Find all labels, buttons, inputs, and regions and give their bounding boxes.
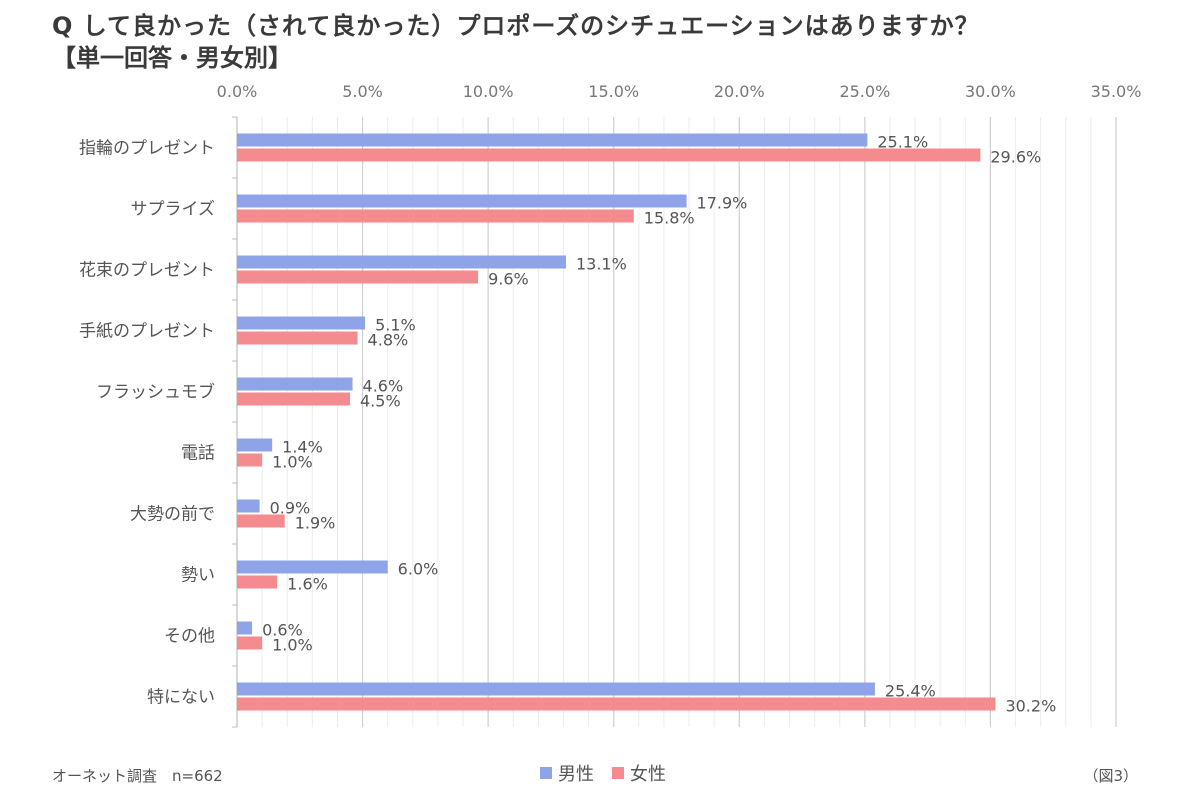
category-label: 手紙のプレゼント xyxy=(79,322,215,342)
legend-item-female: 女性 xyxy=(612,760,666,786)
x-tick-label: 30.0% xyxy=(965,82,1016,101)
data-label-female: 4.8% xyxy=(368,331,409,350)
category-label: サプライズ xyxy=(131,200,216,220)
x-tick-label: 35.0% xyxy=(1091,82,1142,101)
figure-label: （図3） xyxy=(1083,767,1138,785)
data-label-male: 17.9% xyxy=(697,194,748,213)
data-label-female: 15.8% xyxy=(644,209,695,228)
bar-male xyxy=(237,194,687,208)
data-label-female: 1.6% xyxy=(287,575,328,594)
data-label-male: 13.1% xyxy=(576,255,627,274)
legend-label-female: 女性 xyxy=(630,764,666,785)
data-label-male: 25.1% xyxy=(877,133,928,152)
bar-female xyxy=(237,514,285,528)
bar-female xyxy=(237,148,981,162)
bar-female xyxy=(237,270,479,284)
x-tick-label: 5.0% xyxy=(342,82,383,101)
bar-female xyxy=(237,392,351,406)
legend-item-male: 男性 xyxy=(540,760,594,786)
bar-male xyxy=(237,560,388,574)
x-tick-label: 20.0% xyxy=(714,82,765,101)
bar-male xyxy=(237,621,253,635)
category-label: 電話 xyxy=(181,444,215,464)
data-label-female: 9.6% xyxy=(488,270,529,289)
legend-swatch-male xyxy=(540,767,552,779)
data-label-male: 6.0% xyxy=(398,560,439,579)
bar-female xyxy=(237,697,996,711)
legend-label-male: 男性 xyxy=(558,764,594,785)
bar-male xyxy=(237,438,273,452)
bar-female xyxy=(237,331,358,345)
bar-male xyxy=(237,316,366,330)
x-tick-label: 15.0% xyxy=(588,82,639,101)
bar-female xyxy=(237,575,278,589)
legend: 男性 女性 xyxy=(540,760,666,786)
data-label-male: 25.4% xyxy=(885,682,936,701)
category-label: フラッシュモブ xyxy=(96,382,215,403)
source-note: オーネット調査 n=662 xyxy=(52,767,223,785)
bar-male xyxy=(237,255,566,269)
data-label-male: 4.6% xyxy=(363,377,404,396)
x-tick-label: 10.0% xyxy=(463,82,514,101)
data-label-female: 29.6% xyxy=(990,148,1041,167)
data-label-male: 1.4% xyxy=(282,438,323,457)
bar-female xyxy=(237,453,263,467)
bar-male xyxy=(237,499,260,513)
legend-swatch-female xyxy=(612,767,624,779)
data-label-male: 5.1% xyxy=(375,316,416,335)
category-label: その他 xyxy=(164,627,215,647)
category-label: 大勢の前で xyxy=(130,505,215,525)
category-label: 花束のプレゼント xyxy=(79,261,215,281)
bar-male xyxy=(237,682,875,696)
data-label-female: 4.5% xyxy=(360,392,401,411)
bar-female xyxy=(237,636,263,650)
data-label-female: 1.0% xyxy=(272,636,313,655)
data-label-male: 0.6% xyxy=(262,621,303,640)
chart-title: Q して良かった（されて良かった）プロポーズのシチュエーションはありますか？ xyxy=(52,12,980,40)
bar-male xyxy=(237,377,353,391)
chart-subtitle: 【単一回答・男女別】 xyxy=(52,44,292,72)
category-label: 勢い xyxy=(181,566,215,586)
data-label-female: 30.2% xyxy=(1005,697,1056,716)
x-tick-label: 25.0% xyxy=(839,82,890,101)
category-label: 指輪のプレゼント xyxy=(79,139,215,159)
category-label: 特にない xyxy=(147,688,215,708)
data-label-female: 1.0% xyxy=(272,453,313,472)
data-label-female: 1.9% xyxy=(295,514,336,533)
data-label-male: 0.9% xyxy=(270,499,311,518)
bar-male xyxy=(237,133,868,147)
x-tick-label: 0.0% xyxy=(217,82,258,101)
bar-female xyxy=(237,209,634,223)
